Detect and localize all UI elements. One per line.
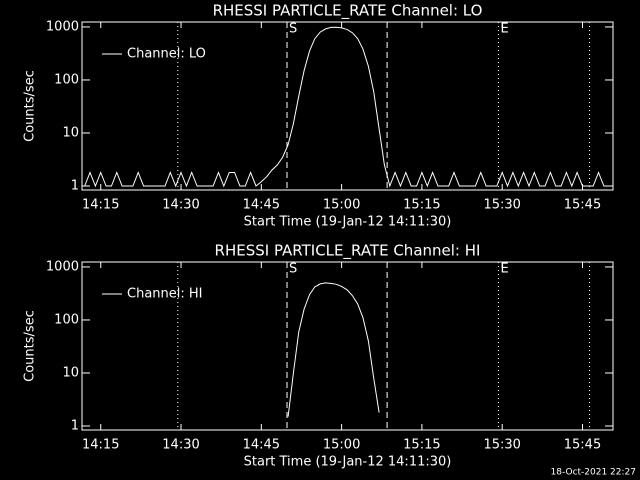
x-tick-label: 15:15 [403, 438, 440, 453]
x-axis-label: Start Time (19-Jan-12 14:11:30) [244, 215, 452, 230]
x-tick-label: 15:30 [483, 198, 520, 213]
event-label: S [289, 22, 297, 37]
y-tick-label: 100 [54, 312, 79, 327]
x-tick-label: 15:45 [564, 198, 601, 213]
x-tick-label: 14:15 [82, 438, 119, 453]
y-tick-label: 1000 [46, 19, 79, 34]
chart-title: RHESSI PARTICLE_RATE Channel: HI [215, 242, 481, 261]
data-line [287, 282, 380, 417]
data-line [84, 26, 610, 188]
legend-label: Channel: LO [127, 47, 206, 62]
chart-title: RHESSI PARTICLE_RATE Channel: LO [213, 2, 483, 21]
x-tick-label: 15:00 [323, 438, 360, 453]
event-label: S [289, 262, 297, 277]
y-axis-label: Counts/sec [23, 310, 38, 382]
x-tick-label: 14:30 [162, 438, 199, 453]
x-tick-label: 14:15 [82, 198, 119, 213]
x-tick-label: 15:15 [403, 198, 440, 213]
x-tick-label: 14:30 [162, 198, 199, 213]
y-tick-label: 100 [54, 72, 79, 87]
x-tick-label: 15:45 [564, 438, 601, 453]
y-tick-label: 10 [62, 125, 79, 140]
x-tick-label: 15:30 [483, 438, 520, 453]
x-tick-label: 14:45 [243, 438, 280, 453]
y-tick-label: 1000 [46, 259, 79, 274]
x-tick-label: 14:45 [243, 198, 280, 213]
x-axis-label: Start Time (19-Jan-12 14:11:30) [244, 455, 452, 470]
legend-label: Channel: HI [127, 287, 203, 302]
plot-frame [81, 261, 614, 431]
y-tick-label: 10 [62, 365, 79, 380]
y-tick-label: 1 [71, 418, 79, 433]
y-tick-label: 1 [71, 178, 79, 193]
y-axis-label: Counts/sec [23, 70, 38, 142]
event-label: E [500, 262, 508, 277]
plot-frame [81, 21, 614, 191]
event-label: E [500, 22, 508, 37]
x-tick-label: 15:00 [323, 198, 360, 213]
timestamp: 18-Oct-2021 22:27 [551, 468, 636, 478]
